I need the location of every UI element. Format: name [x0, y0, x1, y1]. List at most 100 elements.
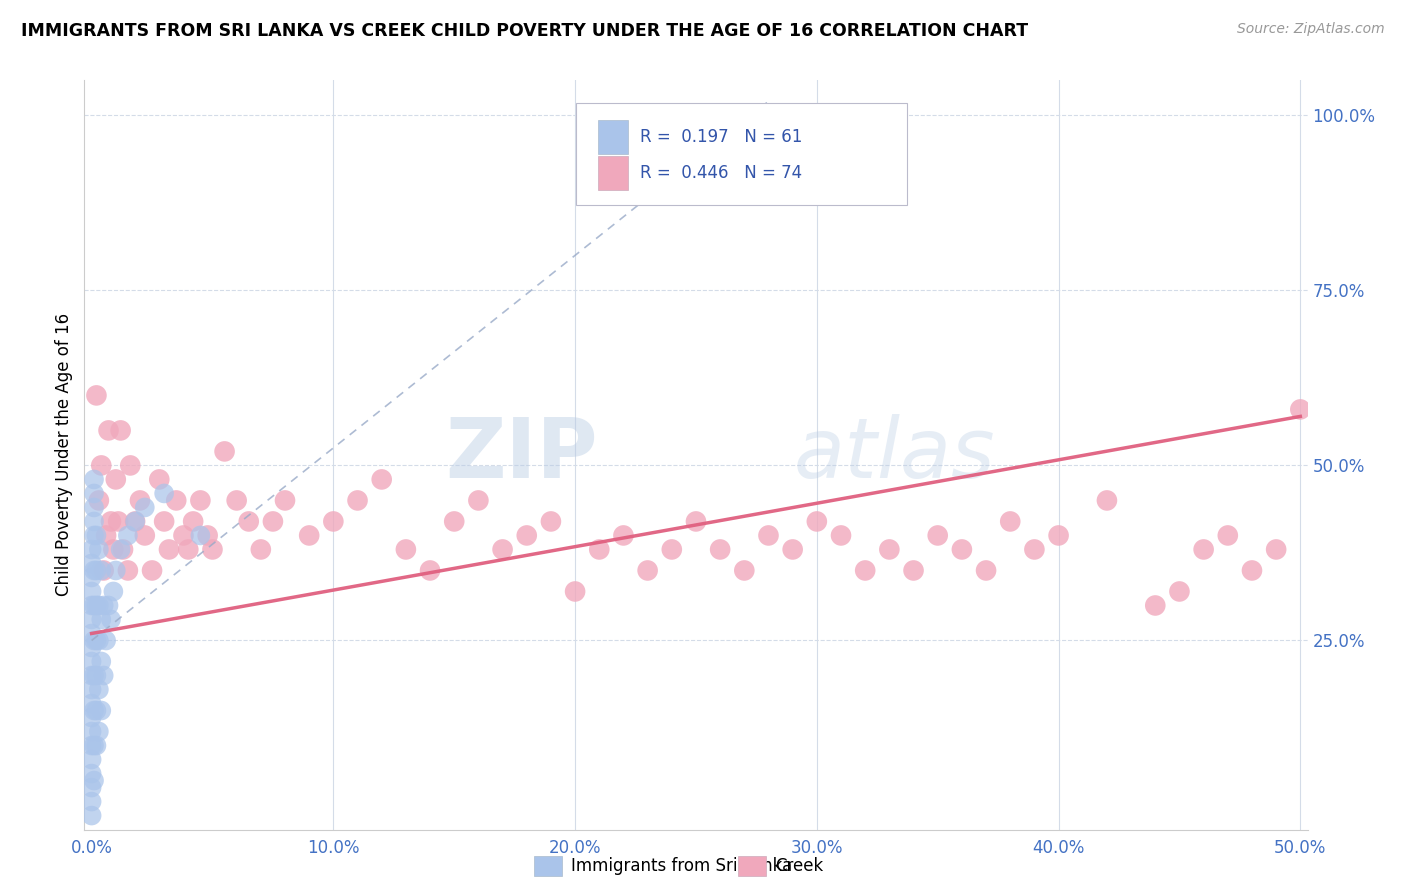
Point: [177, 542, 200, 557]
Point: [758, 528, 780, 542]
Point: [83, 773, 105, 788]
Point: [853, 564, 876, 578]
Point: [129, 493, 152, 508]
Point: [90, 612, 112, 626]
Point: [903, 564, 925, 578]
Point: [94, 528, 117, 542]
Point: [141, 564, 163, 578]
Point: [83, 500, 105, 515]
Point: [1000, 515, 1022, 529]
Point: [516, 528, 538, 542]
Point: [110, 424, 132, 438]
Point: [238, 515, 260, 529]
Point: [87, 682, 110, 697]
Point: [87, 633, 110, 648]
Point: [80, 766, 103, 780]
Point: [104, 472, 127, 486]
Point: [80, 640, 103, 655]
Point: [612, 528, 634, 542]
Point: [103, 542, 125, 557]
Point: [1047, 528, 1070, 542]
Point: [104, 564, 127, 578]
Point: [83, 599, 105, 613]
Point: [124, 515, 146, 529]
Text: Creek: Creek: [775, 857, 823, 875]
Point: [637, 564, 659, 578]
Point: [322, 515, 344, 529]
Point: [80, 808, 103, 822]
Point: [112, 542, 135, 557]
Point: [262, 515, 284, 529]
Point: [117, 564, 139, 578]
Point: [110, 542, 132, 557]
Point: [97, 599, 120, 613]
Point: [80, 724, 103, 739]
Point: [148, 472, 170, 486]
Point: [1168, 584, 1191, 599]
Point: [94, 633, 117, 648]
Point: [86, 388, 108, 402]
Point: [90, 704, 112, 718]
Point: [395, 542, 418, 557]
Point: [86, 633, 108, 648]
Point: [564, 584, 586, 599]
Point: [950, 542, 973, 557]
Point: [90, 655, 112, 669]
Point: [80, 697, 103, 711]
Point: [201, 542, 224, 557]
Point: [1095, 493, 1118, 508]
Text: atlas: atlas: [794, 415, 995, 495]
Point: [181, 515, 204, 529]
Point: [250, 542, 273, 557]
Point: [93, 564, 115, 578]
Text: R =  0.446   N = 74: R = 0.446 N = 74: [640, 164, 801, 182]
Point: [80, 542, 103, 557]
Point: [274, 493, 297, 508]
Point: [83, 486, 105, 500]
Point: [80, 780, 103, 795]
Point: [83, 564, 105, 578]
Point: [443, 515, 465, 529]
Y-axis label: Child Poverty Under the Age of 16: Child Poverty Under the Age of 16: [55, 313, 73, 597]
Text: Source: ZipAtlas.com: Source: ZipAtlas.com: [1237, 22, 1385, 37]
Point: [86, 564, 108, 578]
Point: [165, 493, 187, 508]
Point: [370, 472, 392, 486]
Point: [80, 584, 103, 599]
Point: [134, 500, 156, 515]
Point: [190, 493, 212, 508]
Point: [1024, 542, 1046, 557]
Point: [93, 668, 115, 682]
Point: [83, 472, 105, 486]
Point: [1265, 542, 1288, 557]
Point: [153, 486, 176, 500]
Point: [80, 599, 103, 613]
Point: [120, 458, 142, 473]
Point: [83, 515, 105, 529]
Point: [107, 515, 129, 529]
Text: Immigrants from Sri Lanka: Immigrants from Sri Lanka: [571, 857, 792, 875]
Point: [588, 542, 610, 557]
Point: [83, 528, 105, 542]
Point: [80, 668, 103, 682]
Point: [298, 528, 321, 542]
Point: [709, 542, 731, 557]
Point: [87, 493, 110, 508]
Point: [733, 564, 755, 578]
Point: [83, 668, 105, 682]
Point: [80, 557, 103, 571]
Point: [806, 515, 828, 529]
Point: [103, 584, 125, 599]
Point: [80, 682, 103, 697]
Point: [197, 528, 219, 542]
Point: [117, 528, 139, 542]
Point: [100, 515, 122, 529]
Point: [134, 528, 156, 542]
Point: [1192, 542, 1215, 557]
Point: [80, 612, 103, 626]
Point: [80, 710, 103, 724]
Point: [87, 542, 110, 557]
Point: [80, 626, 103, 640]
Point: [685, 515, 707, 529]
Text: R =  0.197   N = 61: R = 0.197 N = 61: [640, 128, 801, 146]
